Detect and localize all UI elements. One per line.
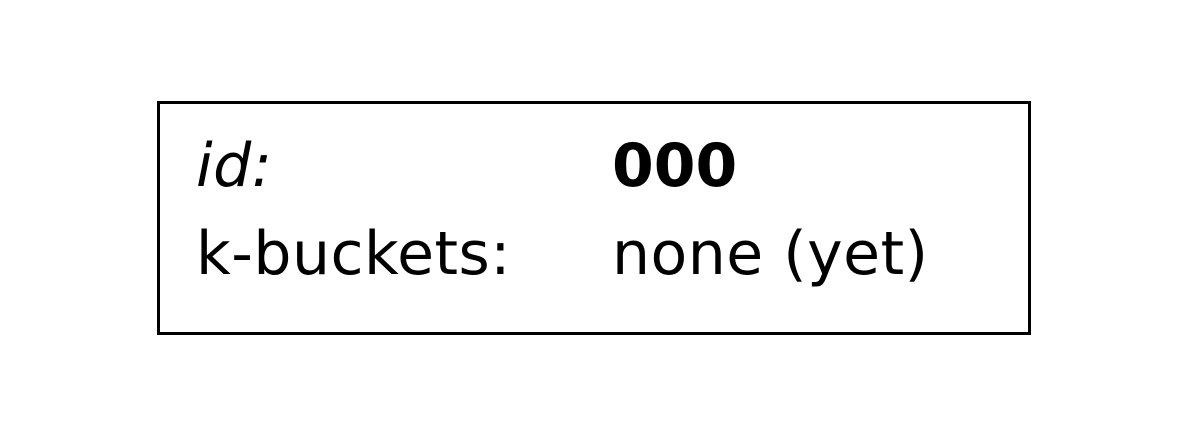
k-buckets-label: k-buckets: [196, 219, 512, 289]
id-label: id: [196, 131, 273, 201]
node-box: id: 000 k-buckets: none (yet) [157, 101, 1031, 335]
k-buckets-value: none (yet) [612, 219, 929, 289]
id-value: 000 [612, 131, 738, 201]
